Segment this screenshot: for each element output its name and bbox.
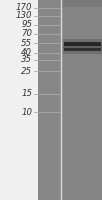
Text: 15: 15 [21, 89, 32, 98]
Bar [61, 0, 102, 7]
Bar [63, 45, 102, 54]
Text: 40: 40 [21, 48, 32, 57]
Text: 70: 70 [21, 29, 32, 38]
Text: 170: 170 [16, 3, 32, 12]
Bar [0, 0, 38, 200]
Bar [63, 39, 102, 48]
Text: 10: 10 [21, 108, 32, 117]
Text: 130: 130 [16, 11, 32, 20]
Text: 95: 95 [21, 20, 32, 29]
Bar [64, 42, 101, 46]
Bar [64, 48, 101, 51]
Bar [61, 0, 102, 200]
Bar [38, 0, 61, 200]
Text: 35: 35 [21, 55, 32, 64]
Text: 55: 55 [21, 39, 32, 48]
Text: 25: 25 [21, 66, 32, 75]
